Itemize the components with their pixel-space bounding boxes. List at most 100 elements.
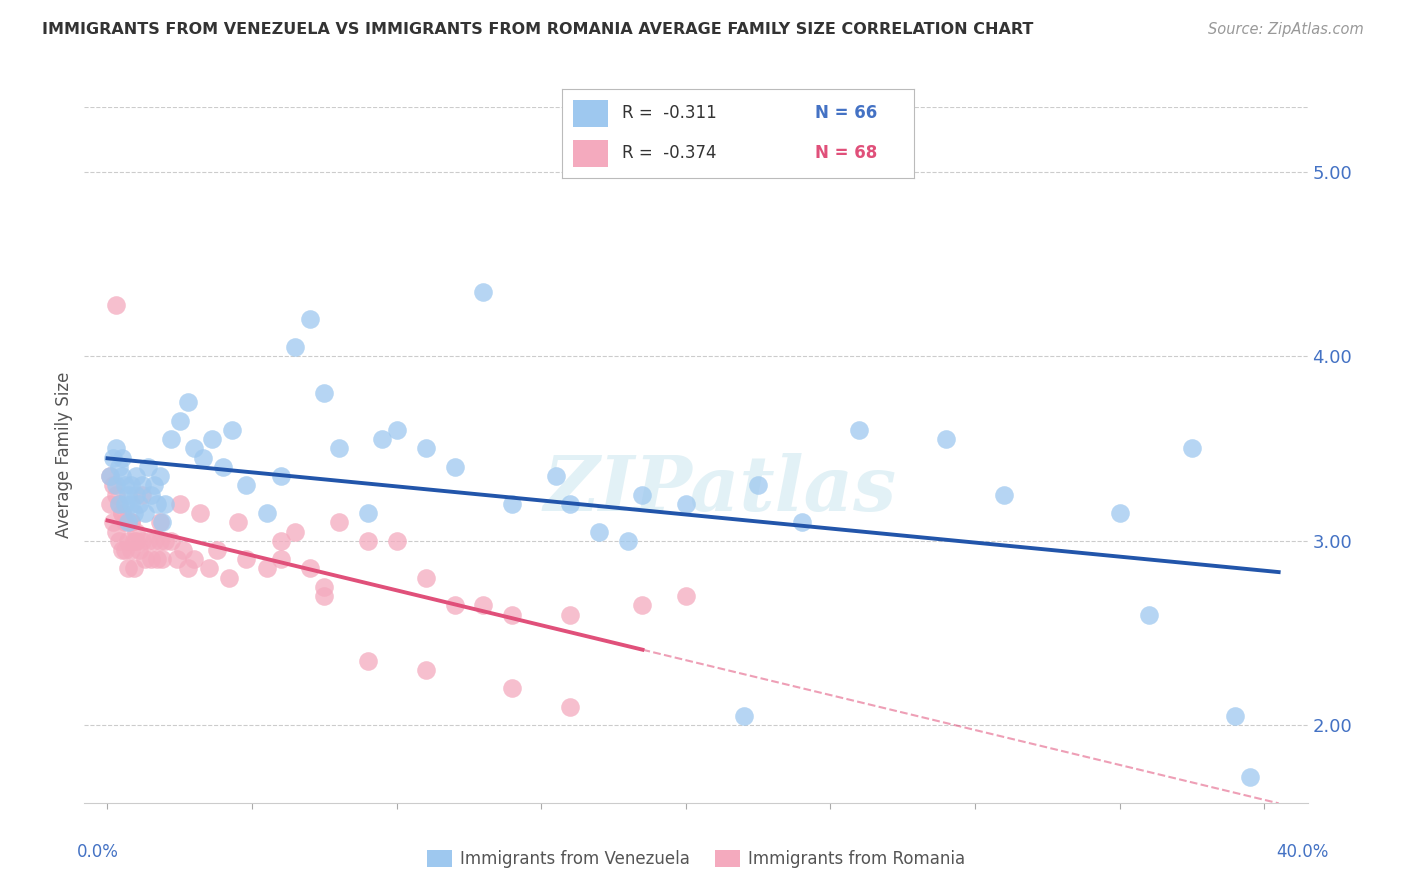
- Point: [270, 469, 292, 483]
- Point: [100, 469, 122, 483]
- Point: [134, 552, 156, 566]
- Point: [1239, 770, 1261, 784]
- Point: [472, 599, 495, 613]
- Point: [357, 533, 380, 548]
- Point: [148, 533, 170, 548]
- Point: [256, 506, 278, 520]
- Point: [145, 552, 167, 566]
- Point: [108, 497, 131, 511]
- Point: [117, 516, 139, 530]
- Point: [111, 506, 134, 520]
- Point: [207, 543, 229, 558]
- Point: [415, 663, 437, 677]
- Point: [136, 533, 159, 548]
- Point: [298, 561, 321, 575]
- Point: [125, 487, 148, 501]
- Point: [114, 478, 136, 492]
- Point: [108, 459, 131, 474]
- Point: [105, 478, 128, 492]
- Point: [128, 543, 150, 558]
- Point: [105, 524, 128, 539]
- Text: Source: ZipAtlas.com: Source: ZipAtlas.com: [1208, 22, 1364, 37]
- Point: [197, 561, 219, 575]
- Point: [544, 469, 567, 483]
- Point: [125, 533, 148, 548]
- Point: [200, 432, 222, 446]
- Point: [160, 432, 183, 446]
- Point: [298, 312, 321, 326]
- Point: [114, 497, 136, 511]
- Point: [160, 533, 183, 548]
- Point: [226, 516, 249, 530]
- Point: [172, 543, 194, 558]
- Point: [256, 561, 278, 575]
- Point: [191, 450, 214, 465]
- Point: [270, 533, 292, 548]
- Point: [120, 516, 142, 530]
- Point: [111, 543, 134, 558]
- Point: [631, 487, 654, 501]
- Point: [218, 571, 240, 585]
- Point: [357, 654, 380, 668]
- Point: [1137, 607, 1160, 622]
- Point: [105, 487, 128, 501]
- Point: [117, 561, 139, 575]
- Point: [443, 459, 465, 474]
- Point: [935, 432, 957, 446]
- Text: N = 66: N = 66: [815, 104, 877, 122]
- Point: [270, 552, 292, 566]
- Point: [284, 524, 307, 539]
- Point: [169, 497, 191, 511]
- Point: [212, 459, 235, 474]
- Point: [136, 459, 159, 474]
- Point: [675, 497, 697, 511]
- Point: [1108, 506, 1130, 520]
- Point: [111, 469, 134, 483]
- Text: N = 68: N = 68: [815, 145, 877, 162]
- Point: [120, 478, 142, 492]
- Point: [142, 533, 165, 548]
- Point: [371, 432, 394, 446]
- Point: [145, 497, 167, 511]
- Point: [111, 506, 134, 520]
- Point: [357, 506, 380, 520]
- Point: [284, 340, 307, 354]
- Y-axis label: Average Family Size: Average Family Size: [55, 372, 73, 538]
- Point: [415, 442, 437, 456]
- Point: [314, 386, 336, 401]
- Point: [501, 607, 523, 622]
- Point: [155, 533, 177, 548]
- Point: [100, 469, 122, 483]
- Point: [152, 516, 174, 530]
- Text: R =  -0.374: R = -0.374: [621, 145, 717, 162]
- Point: [560, 497, 582, 511]
- Point: [1225, 709, 1247, 723]
- Point: [385, 533, 408, 548]
- Point: [314, 589, 336, 603]
- Point: [131, 533, 153, 548]
- Point: [790, 516, 813, 530]
- Point: [114, 516, 136, 530]
- Point: [169, 414, 191, 428]
- Point: [443, 599, 465, 613]
- Point: [103, 450, 125, 465]
- Point: [105, 442, 128, 456]
- Point: [120, 516, 142, 530]
- Point: [588, 524, 610, 539]
- Point: [105, 297, 128, 311]
- Point: [117, 533, 139, 548]
- Point: [139, 487, 162, 501]
- Point: [328, 442, 350, 456]
- Bar: [574, 140, 607, 167]
- Point: [188, 506, 211, 520]
- Point: [314, 580, 336, 594]
- Text: R =  -0.311: R = -0.311: [621, 104, 717, 122]
- Point: [103, 478, 125, 492]
- Text: ZIPatlas: ZIPatlas: [544, 453, 897, 526]
- Point: [125, 469, 148, 483]
- Point: [177, 561, 200, 575]
- Point: [501, 681, 523, 696]
- Point: [108, 533, 131, 548]
- Bar: [574, 100, 607, 127]
- Point: [122, 561, 145, 575]
